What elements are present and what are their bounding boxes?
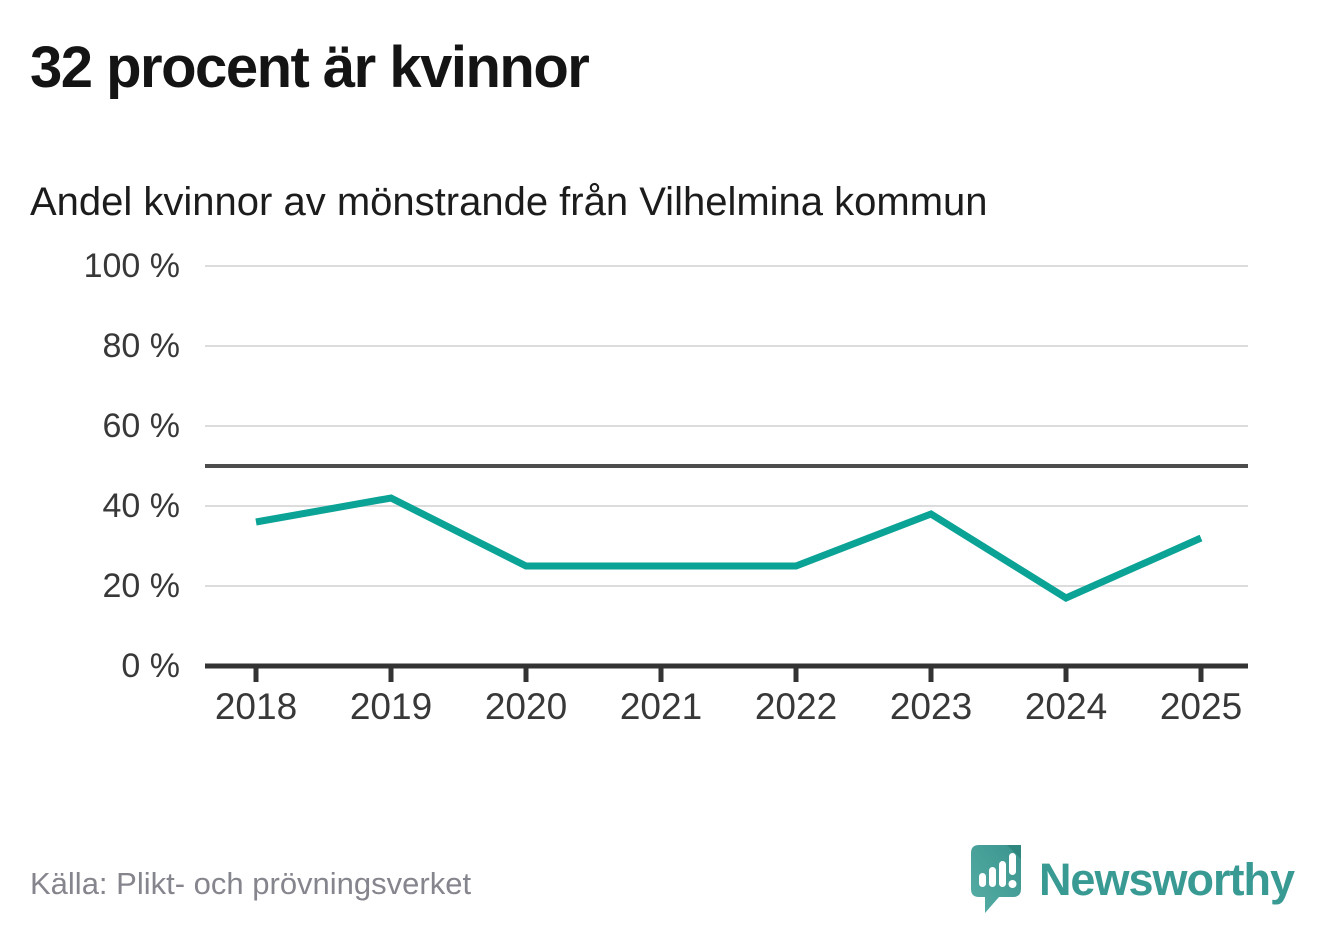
x-axis-label: 2020 [484, 686, 568, 727]
x-axis-label: 2025 [1159, 686, 1243, 727]
x-axis-label: 2024 [1024, 686, 1108, 727]
newsworthy-logo: Newsworthy [969, 841, 1295, 919]
y-axis-label: 20 % [102, 567, 181, 605]
x-axis-label: 2022 [754, 686, 838, 727]
y-axis-label: 0 % [121, 647, 180, 685]
source-note: Källa: Plikt- och prövningsverket [30, 866, 472, 901]
newsworthy-wordmark: Newsworthy [1038, 854, 1295, 905]
y-axis-label: 100 % [83, 247, 180, 285]
y-axis-label: 80 % [102, 327, 181, 365]
x-axis-label: 2021 [619, 686, 703, 727]
x-axis-label: 2018 [214, 686, 298, 727]
y-axis-label: 40 % [102, 487, 181, 525]
y-axis-label: 60 % [102, 407, 181, 445]
data-line [255, 494, 1203, 602]
x-axis-label: 2019 [349, 686, 433, 727]
newsworthy-logo-icon [970, 845, 1021, 913]
x-axis-label: 2023 [889, 686, 973, 727]
chart-title: 32 procent är kvinnor [30, 35, 590, 100]
chart-subtitle: Andel kvinnor av mönstrande från Vilhelm… [30, 180, 988, 224]
